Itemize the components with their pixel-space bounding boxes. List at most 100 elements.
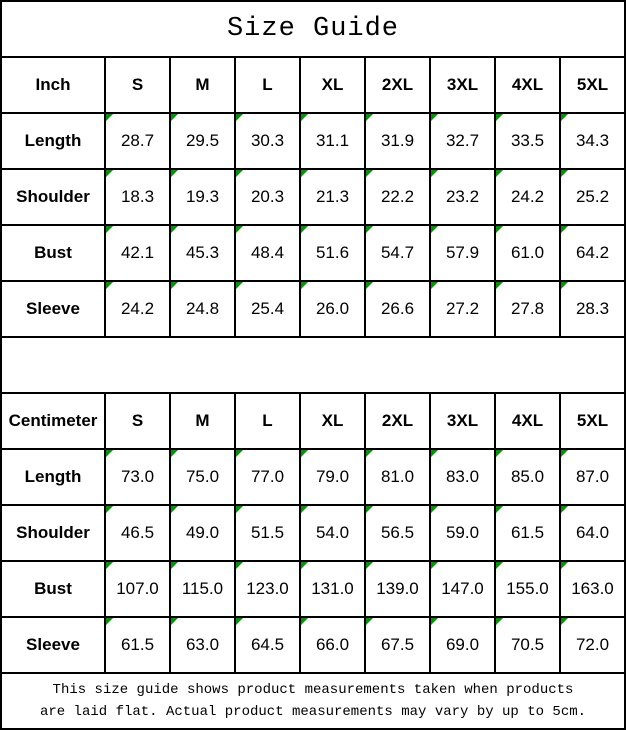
measurement-value-cell: 64.5 (234, 618, 299, 672)
size-column-header: XL (299, 58, 364, 112)
measurement-row: Shoulder 18.3 19.3 20.3 21.3 22.2 23.2 24.2 25.2 (2, 168, 624, 224)
measurement-label: Shoulder (16, 523, 90, 542)
measurement-value-cell: 131.0 (299, 562, 364, 616)
measurement-value-cell: 63.0 (169, 618, 234, 672)
measurement-value-cell: 64.2 (559, 226, 624, 280)
measurement-label: Bust (34, 579, 72, 598)
measurement-value-cell: 45.3 (169, 226, 234, 280)
measurement-value-cell: 66.0 (299, 618, 364, 672)
measurement-value-cell: 54.0 (299, 506, 364, 560)
measurement-value-cell: 81.0 (364, 450, 429, 504)
measurement-row: Shoulder 46.5 49.0 51.5 54.0 56.5 59.0 61.5 64.0 (2, 504, 624, 560)
size-column-header: 4XL (494, 394, 559, 448)
size-header-row: Inch S M L XL 2XL 3XL 4XL 5XL (2, 56, 624, 112)
footer-note-line: This size guide shows product measuremen… (52, 682, 574, 698)
measurement-value-cell: 72.0 (559, 618, 624, 672)
measurement-value-cell: 75.0 (169, 450, 234, 504)
measurement-label: Length (24, 467, 82, 486)
measurement-value-cell: 64.0 (559, 506, 624, 560)
measurement-value-cell: 57.9 (429, 226, 494, 280)
measurement-value-cell: 69.0 (429, 618, 494, 672)
size-column-header: 5XL (559, 58, 624, 112)
inch-table: Inch S M L XL 2XL 3XL 4XL 5XL Length 28.7 29.5 30.3 3… (2, 56, 624, 336)
measurement-value-cell: 25.2 (559, 170, 624, 224)
measurement-label: Shoulder (16, 187, 90, 206)
measurement-value-cell: 139.0 (364, 562, 429, 616)
measurement-value-cell: 51.6 (299, 226, 364, 280)
unit-label: Centimeter (8, 411, 98, 430)
measurement-value-cell: 26.0 (299, 282, 364, 336)
measurement-row: Length 73.0 75.0 77.0 79.0 81.0 83.0 85.0 87.0 (2, 448, 624, 504)
measurement-row: Sleeve 61.5 63.0 64.5 66.0 67.5 69.0 70.5 72.0 (2, 616, 624, 672)
page-title: Size Guide (226, 14, 400, 44)
measurement-value-cell: 42.1 (104, 226, 169, 280)
measurement-value-cell: 29.5 (169, 114, 234, 168)
size-column-header: 2XL (364, 58, 429, 112)
measurement-value-cell: 23.2 (429, 170, 494, 224)
measurement-value-cell: 22.2 (364, 170, 429, 224)
measurement-label: Length (24, 131, 82, 150)
measurement-label: Bust (34, 243, 72, 262)
measurement-value-cell: 31.9 (364, 114, 429, 168)
size-column-header: M (169, 58, 234, 112)
unit-label: Inch (35, 75, 71, 94)
measurement-value-cell: 54.7 (364, 226, 429, 280)
measurement-value-cell: 25.4 (234, 282, 299, 336)
measurement-row: Bust 42.1 45.3 48.4 51.6 54.7 57.9 61.0 64.2 (2, 224, 624, 280)
measurement-value-cell: 107.0 (104, 562, 169, 616)
measurement-value-cell: 77.0 (234, 450, 299, 504)
size-column-header: S (104, 394, 169, 448)
measurement-value-cell: 30.3 (234, 114, 299, 168)
measurement-value-cell: 61.5 (104, 618, 169, 672)
footer-note-line: are laid flat. Actual product measuremen… (39, 704, 587, 720)
measurement-value-cell: 49.0 (169, 506, 234, 560)
size-column-header: 2XL (364, 394, 429, 448)
measurement-value-cell: 24.8 (169, 282, 234, 336)
size-column-header: S (104, 58, 169, 112)
measurement-value-cell: 85.0 (494, 450, 559, 504)
measurement-value-cell: 21.3 (299, 170, 364, 224)
measurement-value-cell: 48.4 (234, 226, 299, 280)
measurement-value-cell: 32.7 (429, 114, 494, 168)
size-column-header: L (234, 58, 299, 112)
measurement-value-cell: 70.5 (494, 618, 559, 672)
footer-note: This size guide shows product measuremen… (2, 672, 624, 728)
measurement-value-cell: 73.0 (104, 450, 169, 504)
centimeter-table: Centimeter S M L XL 2XL 3XL 4XL 5XL Length 73.0 75.… (2, 392, 624, 672)
size-column-header: 3XL (429, 58, 494, 112)
measurement-value-cell: 28.3 (559, 282, 624, 336)
measurement-value-cell: 163.0 (559, 562, 624, 616)
measurement-row: Sleeve 24.2 24.8 25.4 26.0 26.6 27.2 27.8 28.3 (2, 280, 624, 336)
size-column-header: XL (299, 394, 364, 448)
measurement-value-cell: 20.3 (234, 170, 299, 224)
measurement-value-cell: 51.5 (234, 506, 299, 560)
measurement-value-cell: 27.2 (429, 282, 494, 336)
measurement-value-cell: 61.5 (494, 506, 559, 560)
measurement-value-cell: 19.3 (169, 170, 234, 224)
measurement-value-cell: 46.5 (104, 506, 169, 560)
measurement-value-cell: 67.5 (364, 618, 429, 672)
measurement-value-cell: 123.0 (234, 562, 299, 616)
measurement-value-cell: 34.3 (559, 114, 624, 168)
measurement-value-cell: 83.0 (429, 450, 494, 504)
measurement-value-cell: 24.2 (104, 282, 169, 336)
measurement-value-cell: 33.5 (494, 114, 559, 168)
measurement-value-cell: 59.0 (429, 506, 494, 560)
size-column-header: L (234, 394, 299, 448)
measurement-value-cell: 61.0 (494, 226, 559, 280)
measurement-value-cell: 79.0 (299, 450, 364, 504)
measurement-value-cell: 28.7 (104, 114, 169, 168)
measurement-value-cell: 115.0 (169, 562, 234, 616)
measurement-label: Sleeve (26, 635, 80, 654)
measurement-value-cell: 18.3 (104, 170, 169, 224)
size-column-header: 5XL (559, 394, 624, 448)
measurement-value-cell: 31.1 (299, 114, 364, 168)
measurement-row: Bust 107.0 115.0 123.0 131.0 139.0 147.0 155.0 1… (2, 560, 624, 616)
size-header-row: Centimeter S M L XL 2XL 3XL 4XL 5XL (2, 392, 624, 448)
size-column-header: M (169, 394, 234, 448)
measurement-value-cell: 56.5 (364, 506, 429, 560)
measurement-value-cell: 147.0 (429, 562, 494, 616)
measurement-value-cell: 155.0 (494, 562, 559, 616)
size-column-header: 4XL (494, 58, 559, 112)
